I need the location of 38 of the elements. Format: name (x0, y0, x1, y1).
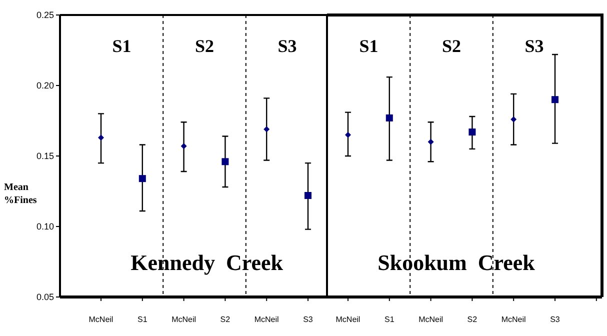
annotation: S3 (524, 36, 544, 56)
x-tick-label: McNeil (501, 315, 526, 324)
point (345, 132, 351, 138)
point (468, 128, 476, 136)
annotation: Kennedy Creek (130, 250, 284, 275)
x-tick-label: S2 (220, 315, 231, 324)
x-tick-label: S1 (138, 315, 148, 324)
point (386, 114, 393, 122)
x-tick-label: S3 (550, 315, 560, 324)
y-tick-label: 0.25 (36, 10, 54, 20)
x-tick-label: S3 (303, 315, 314, 324)
x-tick-label: McNeil (172, 315, 196, 324)
annotation: S3 (278, 36, 297, 56)
y-tick-label: 0.15 (36, 151, 54, 162)
point (304, 192, 312, 199)
y-tick-label: 0.20 (36, 80, 54, 91)
point (98, 134, 104, 141)
annotation: S2 (194, 36, 214, 56)
y-axis-title: Mean %Fines (4, 182, 37, 206)
x-tick-label: McNeil (418, 315, 444, 324)
point (264, 126, 270, 132)
point (552, 96, 558, 104)
x-tick-label: S1 (384, 315, 395, 324)
x-tick-label: McNeil (88, 315, 114, 324)
point (138, 175, 146, 182)
point (510, 116, 517, 122)
x-tick-label: McNeil (254, 315, 280, 324)
x-tick-label: S2 (467, 315, 478, 324)
point (180, 143, 187, 150)
y-tick-label: 0.10 (36, 222, 54, 232)
point (222, 158, 229, 166)
x-tick-label: McNeil (336, 315, 360, 324)
y-tick-label: 0.05 (36, 292, 54, 302)
point (428, 138, 434, 145)
annotation: S2 (442, 36, 462, 56)
annotation: S1 (359, 36, 378, 56)
annotation: S1 (112, 36, 132, 56)
annotation: Skookum Creek (378, 250, 536, 275)
